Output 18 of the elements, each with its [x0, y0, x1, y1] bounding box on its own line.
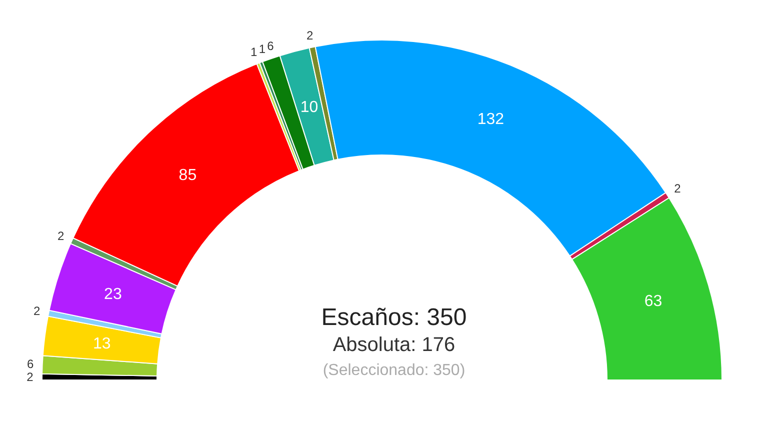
data-label: 10 — [300, 99, 318, 116]
data-label: 2 — [33, 304, 40, 318]
data-label: 85 — [178, 166, 197, 184]
data-label: 2 — [58, 228, 65, 243]
data-label: 132 — [477, 111, 504, 128]
data-label: 1 — [258, 42, 266, 56]
data-label: 6 — [267, 39, 274, 54]
data-label: 6 — [27, 357, 34, 372]
data-label: 63 — [644, 293, 662, 310]
text: Absoluta: 176 — [332, 334, 456, 356]
text: Escaños: 350 — [321, 304, 467, 331]
data-label: 2 — [306, 28, 314, 42]
data-label: 13 — [92, 335, 111, 352]
data-label: 2 — [674, 182, 682, 196]
data-label: 2 — [26, 370, 34, 384]
data-label: 23 — [104, 286, 122, 303]
text: (Seleccionado: 350) — [322, 362, 466, 379]
data-label: 1 — [250, 45, 258, 60]
